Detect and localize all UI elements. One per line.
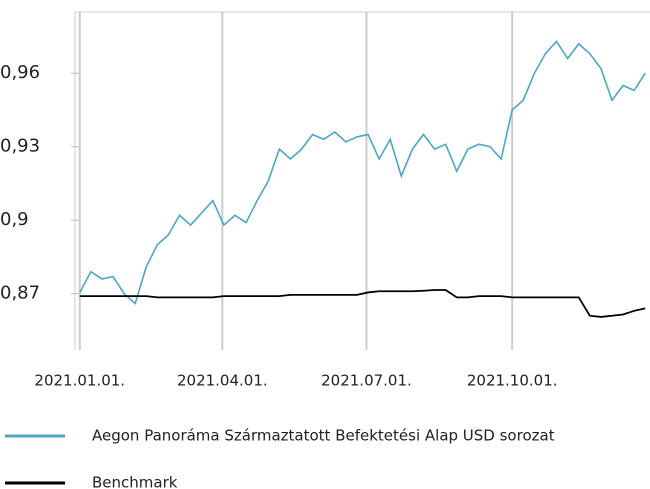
x-tick-label: 2021.07.01. [321,372,412,390]
legend-label: Benchmark [92,474,178,489]
x-tick-label: 2021.10.01. [467,372,558,390]
y-tick-label: 0,96 [0,62,40,83]
y-tick-label: 0,9 [0,209,29,230]
x-tick-label: 2021.01.01. [34,372,125,390]
y-tick-label: 0,93 [0,136,40,157]
y-tick-label: 0,87 [0,283,40,304]
series-line [79,40,646,305]
legend-label: Aegon Panoráma Származtatott Befektetési… [92,427,555,445]
x-tick-label: 2021.04.01. [177,372,268,390]
series-line [79,289,646,318]
